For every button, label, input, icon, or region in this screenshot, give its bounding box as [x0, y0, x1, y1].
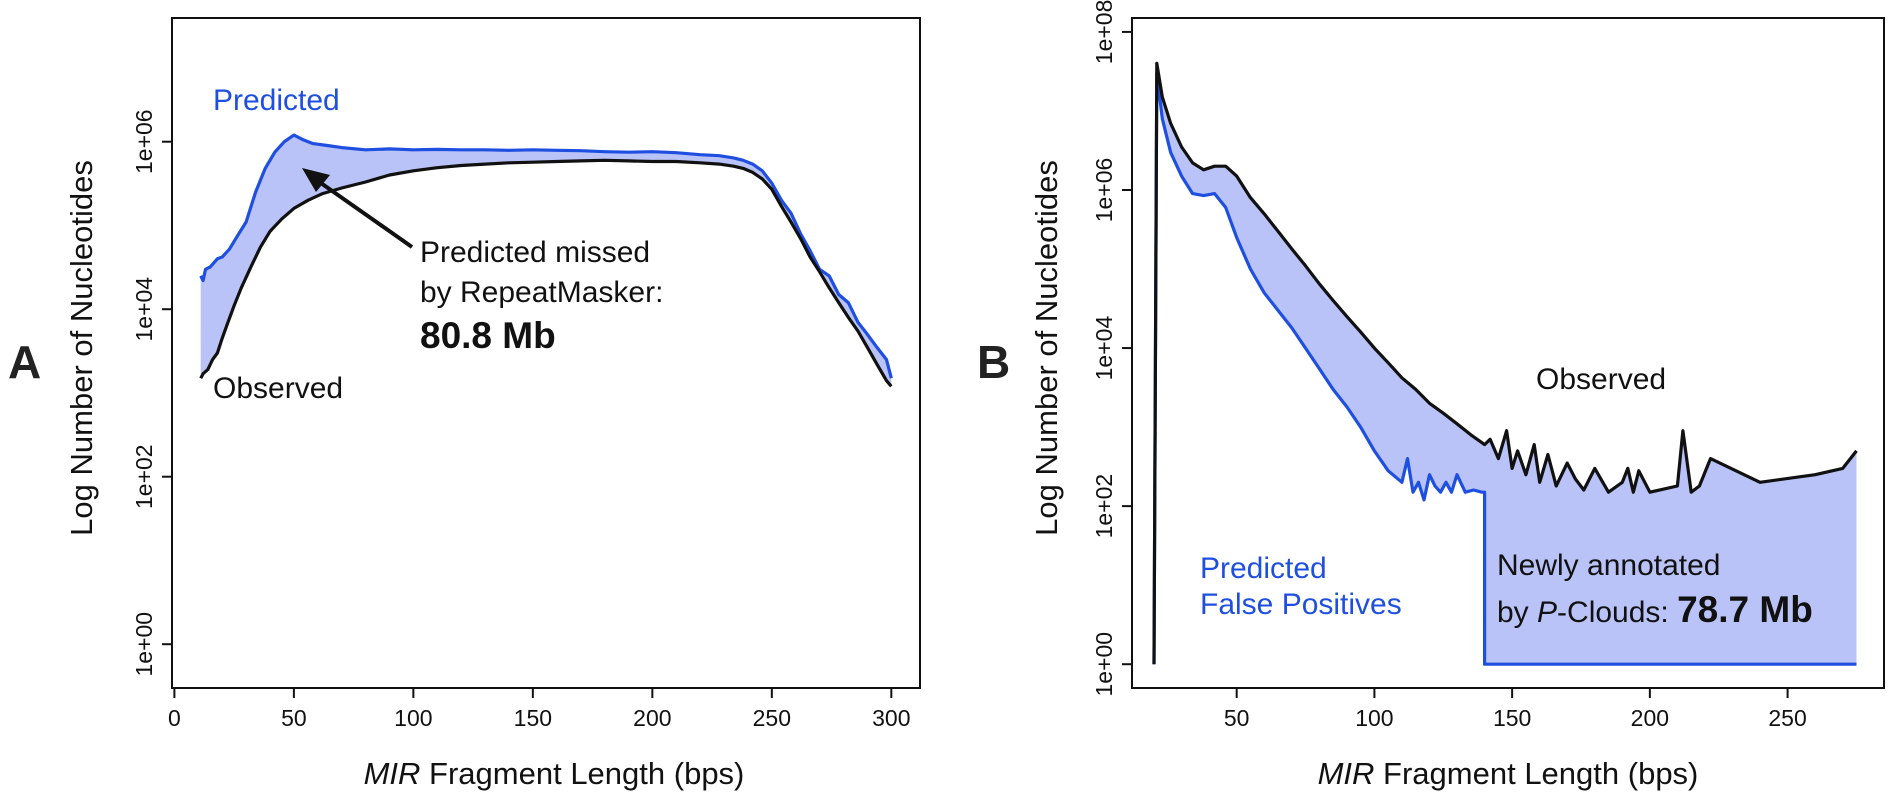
panel-b-predicted-label-line2: False Positives [1200, 588, 1402, 621]
panel-a-plot: 0 50 100 150 200 250 300 1e+001e+021e+041e+06 … [131, 17, 921, 731]
panel-a-x-tick-label: 200 [633, 705, 671, 731]
panel-a-plot-frame [171, 17, 921, 689]
panel-a-y-axis: 1e+00 1e+02 1e+04 1e+06 [131, 109, 172, 677]
panel-b: B Log Number of Nucleotides MIR Fragment… [977, 0, 1885, 791]
panel-b-newly-prefix: by [1497, 596, 1537, 629]
panel-a-x-tick-label: 250 [753, 705, 791, 731]
panel-b-y-tick-label: 1e+04 [1091, 316, 1117, 381]
panel-a-x-axis-title: MIR Fragment Length (bps) [364, 756, 745, 791]
panel-b-newly-italic: P [1537, 596, 1557, 629]
panel-a: A Log Number of Nucleotides MIR Fragment… [8, 17, 921, 791]
panel-a-x-tick-label: 100 [394, 705, 432, 731]
panel-b-y-tick-label: 1e+08 [1091, 0, 1117, 64]
panel-b-y-tick-label: 1e+06 [1091, 158, 1117, 223]
panel-a-x-tick-label: 300 [872, 705, 910, 731]
panel-b-x-axis: 50 100 150 200 250 [1224, 688, 1807, 731]
panel-b-y-axis: 1e+00 1e+02 1e+04 1e+06 1e+08 [1091, 0, 1132, 697]
panel-a-arrow-text-line2: by RepeatMasker: [420, 276, 663, 309]
panel-a-arrow-value: 80.8 Mb [420, 315, 556, 356]
panel-a-x-tick-label: 50 [281, 705, 307, 731]
panel-b-y-tick-label: 1e+00 [1091, 632, 1117, 697]
panel-b-x-axis-title: MIR Fragment Length (bps) [1318, 756, 1699, 791]
panel-b-observed-label: Observed [1536, 363, 1666, 396]
panel-b-shaded-area [1154, 63, 1857, 665]
panel-a-observed-line [199, 158, 893, 388]
panel-b-predicted-line [1152, 71, 1857, 666]
panel-a-x-tick-label: 0 [168, 705, 181, 731]
panel-b-x-tick-label: 200 [1631, 705, 1669, 731]
panel-b-x-tick-label: 100 [1355, 705, 1393, 731]
panel-b-x-tick-label: 150 [1493, 705, 1531, 731]
panel-b-plot-frame [1131, 17, 1885, 689]
panel-b-x-tick-label: 50 [1224, 705, 1250, 731]
panel-a-arrow-line [316, 179, 414, 249]
panel-b-plot: 50 100 150 200 250 1e+00 1e+02 1e+04 1e+06 1e+08… [1091, 0, 1885, 731]
panel-a-x-tick-label: 150 [514, 705, 552, 731]
panel-a-y-tick-label: 1e+02 [131, 444, 157, 509]
panel-a-y-axis-title: Log Number of Nucleotides [64, 160, 99, 536]
panel-a-observed-label: Observed [213, 372, 343, 405]
panel-b-x-axis-title-rest: Fragment Length (bps) [1374, 756, 1698, 791]
panel-a-predicted-line [199, 133, 893, 379]
panel-a-predicted-label: Predicted [213, 84, 340, 117]
panel-a-x-axis-title-rest: Fragment Length (bps) [420, 756, 744, 791]
panel-a-arrow-head [302, 168, 330, 192]
panel-a-y-tick-label: 1e+06 [131, 109, 157, 174]
panel-a-y-tick-label: 1e+04 [131, 277, 157, 342]
panel-b-x-tick-label: 250 [1768, 705, 1806, 731]
panel-a-x-axis-title-italic: MIR [364, 756, 421, 791]
panel-b-newly-line2: by P-Clouds: 78.7 Mb [1497, 589, 1813, 630]
panel-a-letter: A [8, 336, 41, 388]
panel-b-newly-line1: Newly annotated [1497, 549, 1720, 582]
panel-b-observed-line [1152, 61, 1858, 665]
panel-b-newly-value: 78.7 Mb [1677, 589, 1813, 630]
panel-a-x-axis: 0 50 100 150 200 250 300 [168, 688, 911, 731]
panel-b-newly-suffix: -Clouds: [1557, 596, 1677, 629]
panel-a-y-tick-label: 1e+00 [131, 612, 157, 677]
panel-b-letter: B [977, 336, 1010, 388]
panel-a-arrow-text-line1: Predicted missed [420, 236, 650, 269]
panel-b-y-tick-label: 1e+02 [1091, 474, 1117, 539]
panel-b-x-axis-title-italic: MIR [1318, 756, 1375, 791]
panel-b-y-axis-title: Log Number of Nucleotides [1029, 160, 1064, 536]
panel-b-predicted-label-line1: Predicted [1200, 552, 1327, 585]
